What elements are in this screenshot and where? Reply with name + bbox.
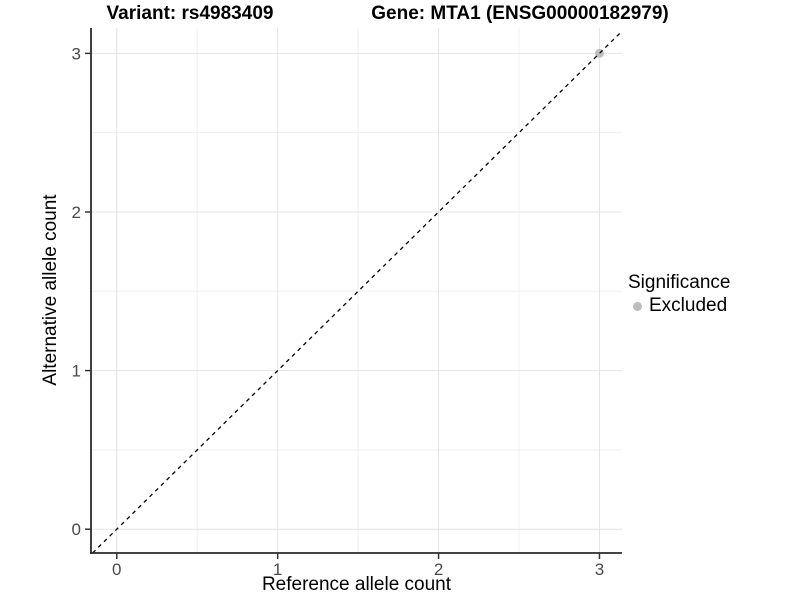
x-tick-label: 2 <box>434 560 443 579</box>
y-tick-label: 1 <box>72 362 81 381</box>
circle-icon <box>633 301 642 311</box>
legend-title: Significance <box>628 272 731 293</box>
y-tick-label: 0 <box>72 520 81 539</box>
y-tick-label: 2 <box>72 203 81 222</box>
x-tick-label: 1 <box>273 560 282 579</box>
x-tick-label: 3 <box>595 560 604 579</box>
x-tick-label: 0 <box>112 560 121 579</box>
legend: Significance Excluded <box>628 272 730 316</box>
x-axis-title: Reference allele count <box>261 574 452 595</box>
y-axis-title: Alternative allele count <box>40 194 61 386</box>
legend-item: Excluded <box>628 296 730 316</box>
y-tick-label: 3 <box>72 44 81 63</box>
plot-title-variant: Variant: rs4983409 <box>106 3 274 24</box>
plot-title-gene: Gene: MTA1 (ENSG00000182979) <box>371 3 669 24</box>
legend-items: Excluded <box>628 296 730 316</box>
identity-line <box>92 30 623 554</box>
legend-item-label: Excluded <box>649 295 728 316</box>
